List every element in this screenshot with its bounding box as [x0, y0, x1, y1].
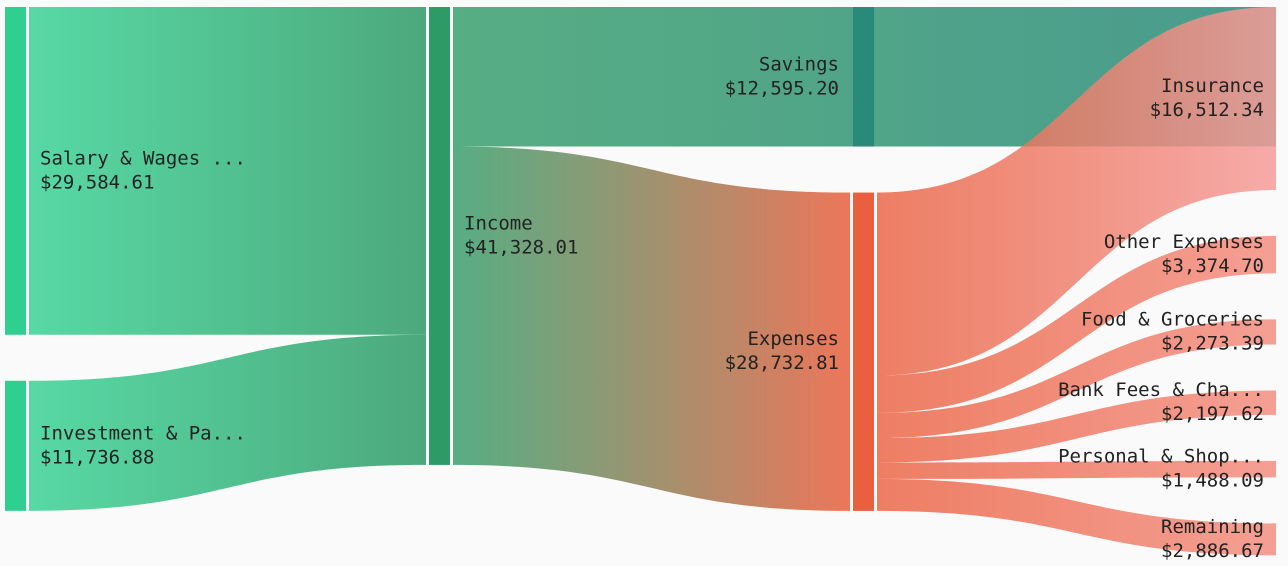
link: [877, 235, 1276, 413]
node-label: Savings: [759, 53, 839, 75]
node: [853, 7, 874, 147]
link: [29, 7, 426, 335]
link: [29, 334, 426, 511]
node-value: $16,512.34: [1150, 99, 1264, 121]
node-value: $1,488.09: [1161, 470, 1264, 492]
node-label: Salary & Wages ...: [40, 147, 246, 169]
node-value: $41,328.01: [464, 236, 578, 258]
link: [877, 390, 1276, 463]
node-value: $29,584.61: [40, 171, 154, 193]
link: [877, 7, 1276, 376]
link: [877, 478, 1276, 556]
node-value: $12,595.20: [725, 77, 839, 99]
node-label: Insurance: [1161, 75, 1264, 97]
node-label: Remaining: [1161, 516, 1264, 538]
node: [5, 380, 26, 511]
link: [877, 460, 1276, 479]
link: [453, 146, 850, 511]
node: [5, 7, 26, 335]
node-label: Food & Groceries: [1081, 308, 1264, 330]
node: [429, 7, 450, 465]
node-value: $2,886.67: [1161, 540, 1264, 562]
node-label: Expenses: [747, 328, 839, 350]
node-label: Income: [464, 212, 533, 234]
link: [877, 319, 1276, 439]
node-label: Other Expenses: [1104, 231, 1264, 253]
node-value: $3,374.70: [1161, 255, 1264, 277]
node-label: Investment & Pa...: [40, 422, 246, 444]
node-value: $28,732.81: [725, 352, 839, 374]
node-value: $11,736.88: [40, 446, 154, 468]
node: [853, 192, 874, 511]
node-label: Personal & Shop...: [1058, 446, 1264, 468]
node-value: $2,197.62: [1161, 403, 1264, 425]
node-label: Bank Fees & Cha...: [1058, 379, 1264, 401]
node-value: $2,273.39: [1161, 332, 1264, 354]
